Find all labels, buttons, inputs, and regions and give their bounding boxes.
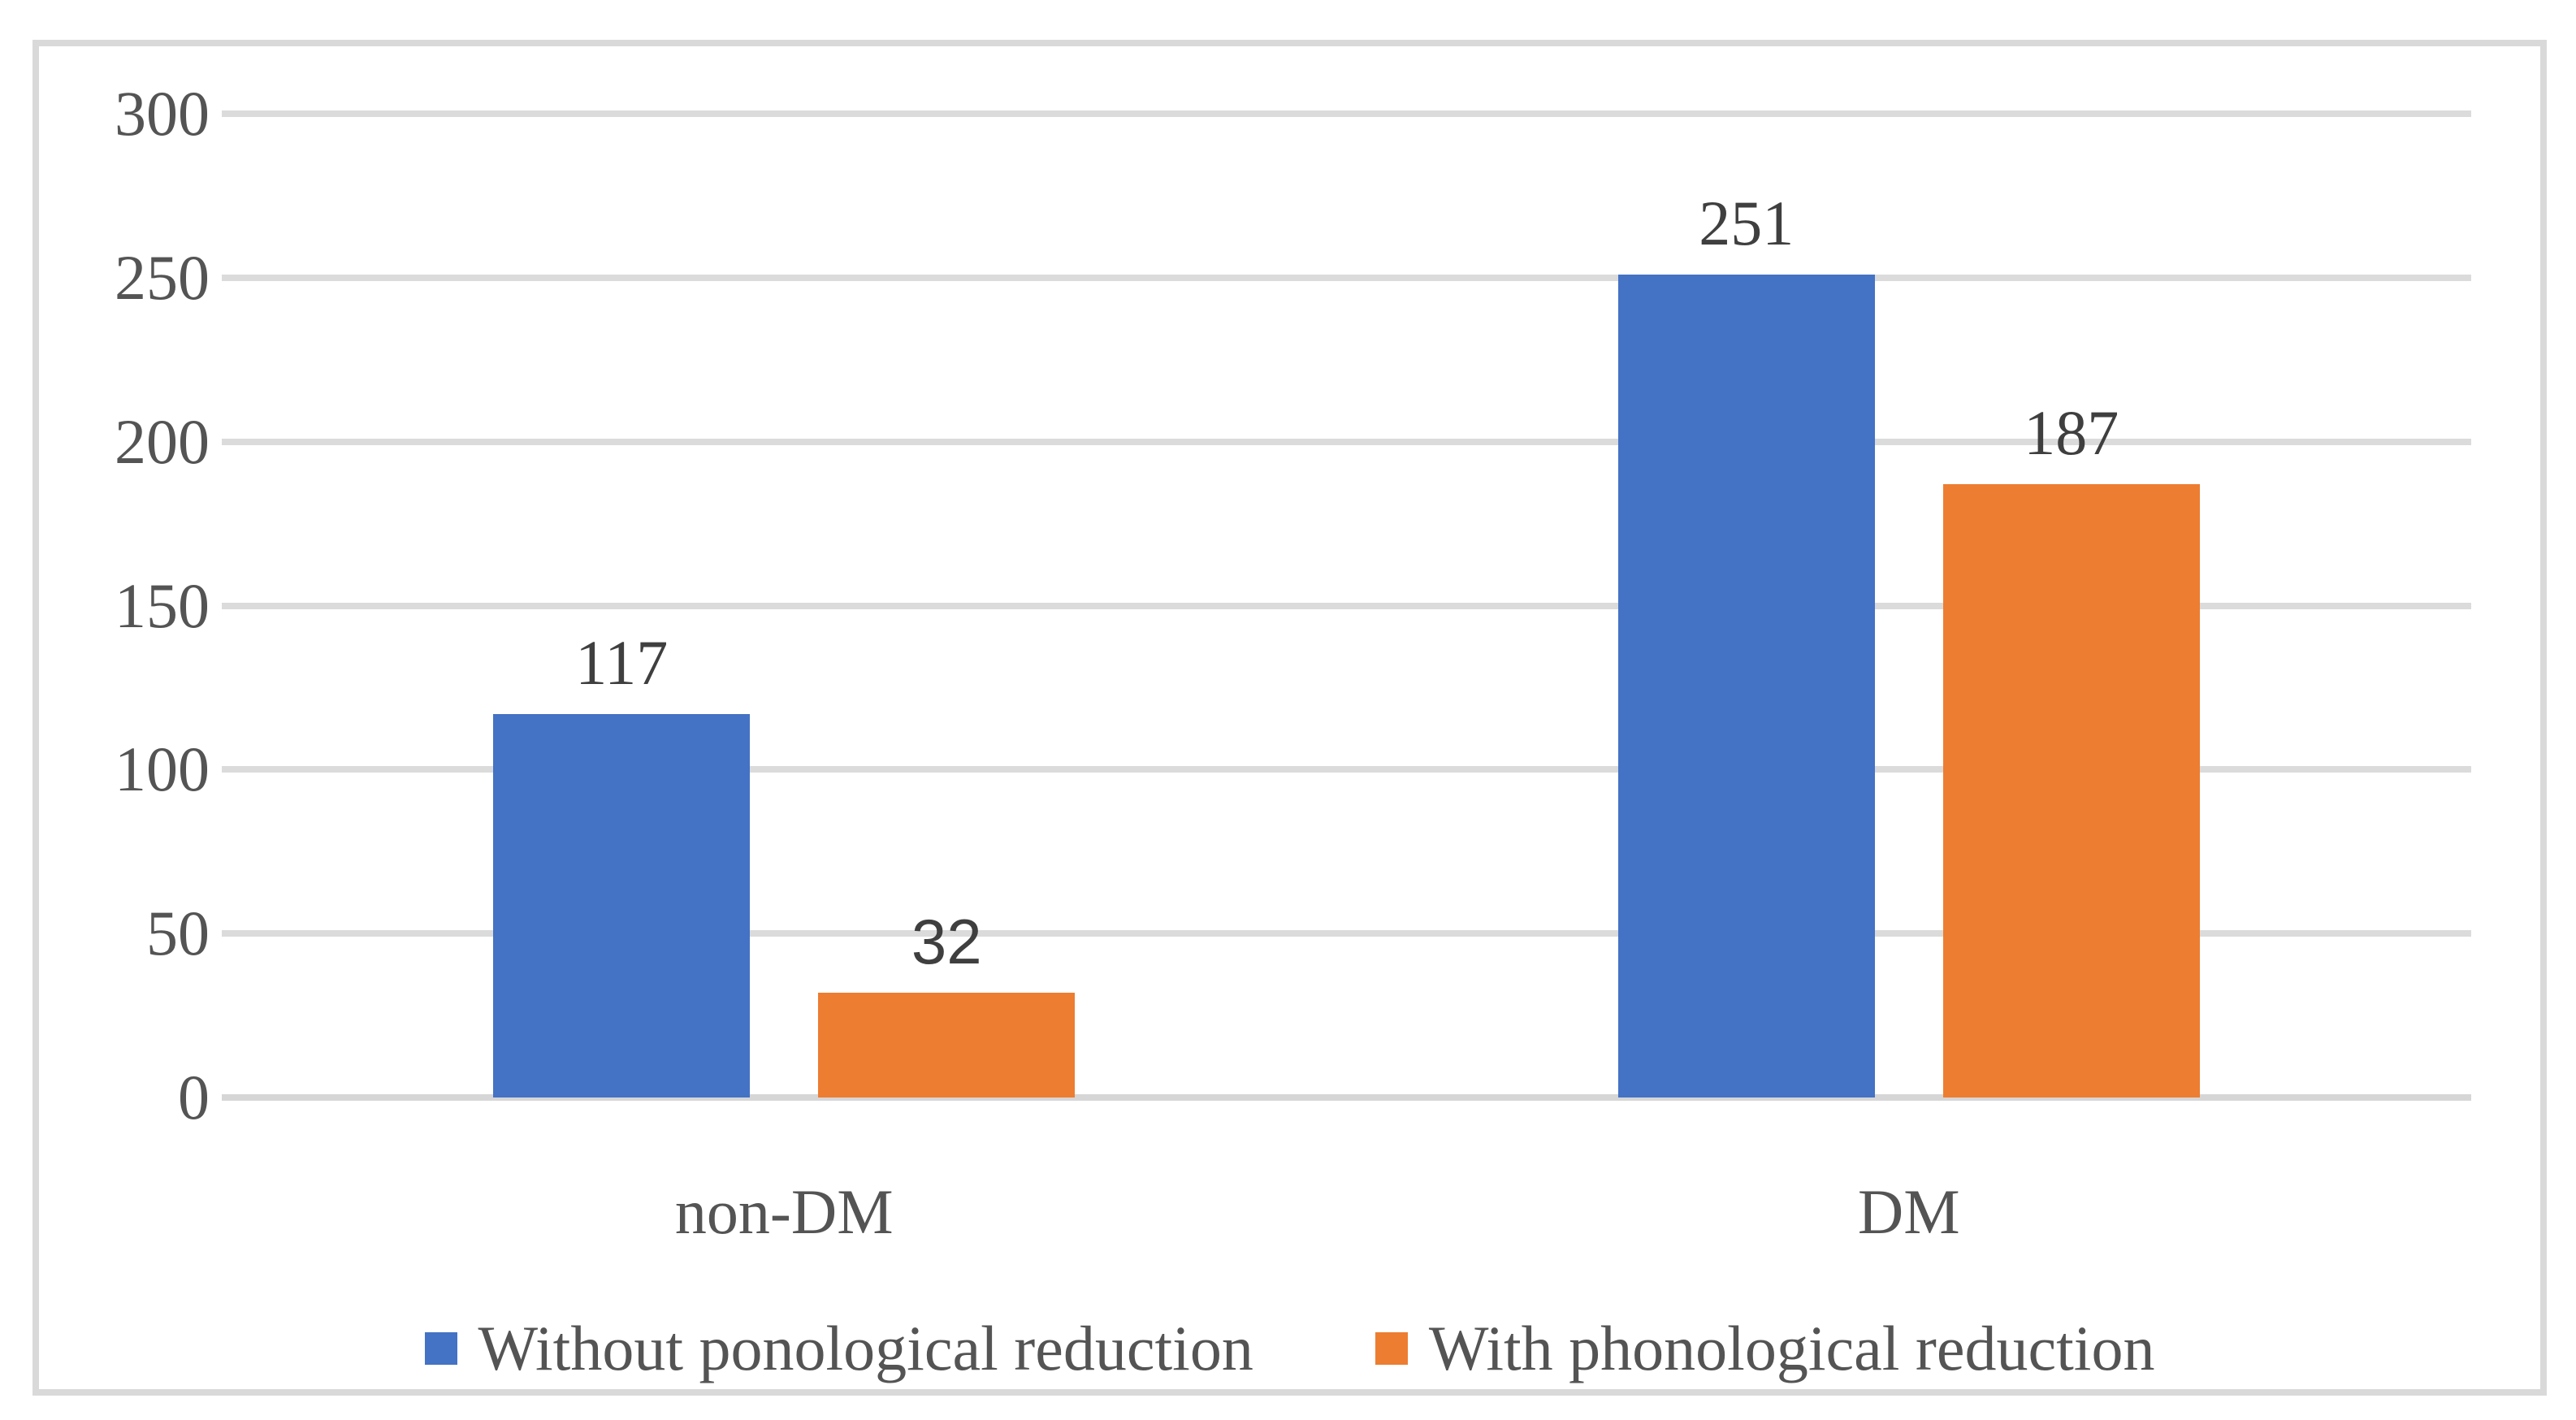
gridline: [222, 766, 2471, 773]
legend-label: Without ponological reduction: [478, 1313, 1253, 1383]
y-axis-tick-label: 100: [115, 734, 210, 805]
legend-item: With phonological reduction: [1375, 1312, 2155, 1385]
category-axis-label: DM: [1857, 1176, 1960, 1247]
bar: [1617, 274, 1875, 1097]
chart-frame: 0 50 100 150 200 250 300 117 32 non-DM 251 187 DM Wi…: [32, 40, 2547, 1396]
category-axis-label: non-DM: [674, 1176, 894, 1247]
bar-value-label: 251: [1699, 187, 1795, 258]
bar-value-label: 117: [575, 626, 669, 698]
legend-color-swatch: [1375, 1332, 1408, 1365]
gridline: [222, 930, 2471, 937]
bar-value-label: 32: [911, 905, 982, 977]
gridline: [222, 438, 2471, 445]
bar: [818, 992, 1076, 1097]
y-axis-tick-label: 0: [178, 1062, 210, 1132]
chart-legend: Without ponological reduction With phonol…: [39, 1312, 2540, 1385]
gridline: [222, 110, 2471, 117]
bar: [1942, 484, 2200, 1097]
y-axis-tick-label: 300: [115, 78, 210, 149]
gridline: [222, 274, 2471, 281]
y-axis-tick-label: 150: [115, 569, 210, 641]
y-axis-tick-label: 50: [146, 898, 210, 969]
legend-item: Without ponological reduction: [424, 1312, 1253, 1385]
y-axis-tick-label: 250: [115, 241, 210, 313]
x-axis-line: [222, 1094, 2471, 1101]
y-axis-tick-label: 200: [115, 405, 210, 477]
bar-value-label: 187: [2024, 397, 2119, 469]
legend-color-swatch: [424, 1332, 457, 1365]
bar: [493, 713, 751, 1097]
gridline: [222, 602, 2471, 609]
legend-label: With phonological reduction: [1428, 1313, 2155, 1383]
